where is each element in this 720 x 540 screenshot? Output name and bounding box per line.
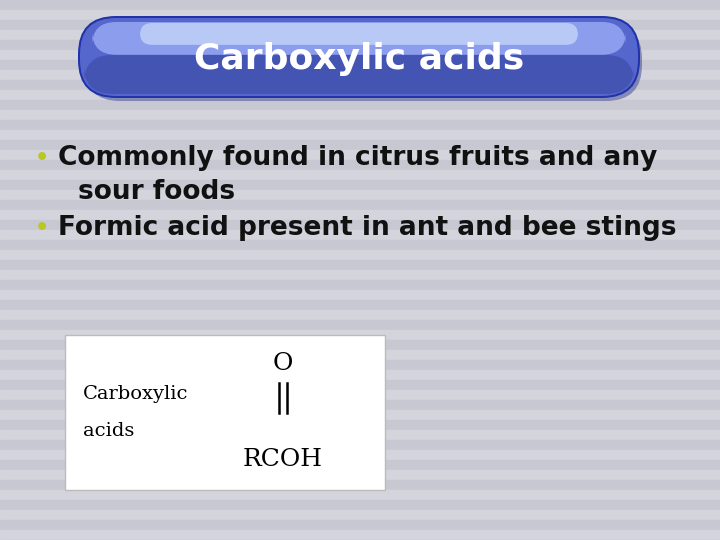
Bar	[0, 30, 720, 40]
Bar	[0, 470, 720, 480]
Bar	[0, 410, 720, 420]
Bar	[0, 20, 720, 30]
FancyBboxPatch shape	[78, 16, 640, 98]
Bar	[0, 140, 720, 150]
Bar	[0, 100, 720, 110]
Bar	[0, 520, 720, 530]
Bar	[0, 230, 720, 240]
Text: Formic acid present in ant and bee stings: Formic acid present in ant and bee sting…	[58, 215, 677, 241]
Text: Carboxylic: Carboxylic	[83, 385, 189, 403]
Bar	[0, 390, 720, 400]
FancyBboxPatch shape	[84, 23, 642, 101]
Bar	[0, 220, 720, 230]
Bar	[0, 80, 720, 90]
Bar	[0, 60, 720, 70]
Bar	[0, 330, 720, 340]
Bar	[0, 440, 720, 450]
Bar	[0, 380, 720, 390]
Bar	[0, 290, 720, 300]
Bar	[0, 70, 720, 80]
Bar	[0, 190, 720, 200]
Bar	[0, 240, 720, 250]
Bar	[0, 120, 720, 130]
Text: RCOH: RCOH	[243, 449, 323, 471]
Bar	[0, 370, 720, 380]
Bar	[0, 210, 720, 220]
Bar	[0, 280, 720, 290]
Bar	[0, 510, 720, 520]
Bar	[0, 340, 720, 350]
Bar	[0, 90, 720, 100]
Bar	[0, 530, 720, 540]
Bar	[0, 250, 720, 260]
Bar	[0, 480, 720, 490]
Bar	[0, 50, 720, 60]
FancyBboxPatch shape	[92, 22, 626, 55]
Text: acids: acids	[83, 422, 135, 440]
Bar	[0, 460, 720, 470]
Text: Carboxylic acids: Carboxylic acids	[194, 42, 524, 76]
Bar	[0, 490, 720, 500]
Bar	[0, 320, 720, 330]
Text: Commonly found in citrus fruits and any: Commonly found in citrus fruits and any	[58, 145, 657, 171]
Bar	[0, 400, 720, 410]
Bar	[65, 335, 385, 490]
Bar	[0, 500, 720, 510]
FancyBboxPatch shape	[140, 23, 578, 45]
Bar	[0, 160, 720, 170]
Text: O: O	[273, 352, 293, 375]
Bar	[0, 170, 720, 180]
Bar	[0, 110, 720, 120]
Bar	[0, 430, 720, 440]
FancyBboxPatch shape	[84, 55, 634, 94]
Bar	[0, 350, 720, 360]
Bar	[0, 360, 720, 370]
Bar	[0, 0, 720, 10]
Bar	[0, 10, 720, 20]
Text: •: •	[35, 148, 49, 168]
Bar	[0, 260, 720, 270]
Bar	[0, 420, 720, 430]
Text: •: •	[35, 218, 49, 238]
Bar	[0, 40, 720, 50]
Bar	[0, 200, 720, 210]
Bar	[0, 300, 720, 310]
Bar	[0, 310, 720, 320]
Bar	[0, 270, 720, 280]
Text: sour foods: sour foods	[78, 179, 235, 205]
Bar	[0, 450, 720, 460]
Bar	[0, 150, 720, 160]
Bar	[0, 180, 720, 190]
FancyBboxPatch shape	[80, 18, 638, 96]
Bar	[0, 130, 720, 140]
